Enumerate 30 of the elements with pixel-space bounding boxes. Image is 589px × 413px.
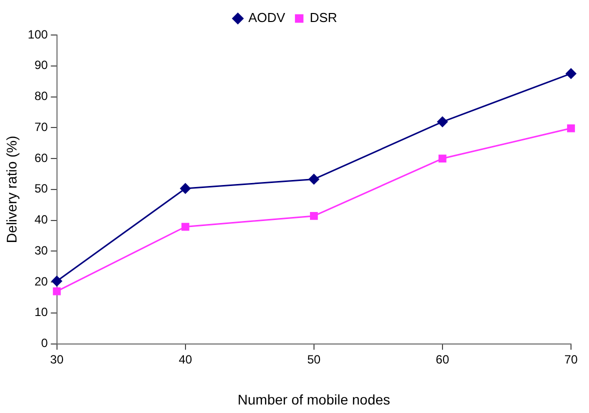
point — [437, 116, 448, 128]
point — [181, 222, 190, 231]
point — [566, 68, 576, 79]
x-tick-label: 30 — [50, 352, 64, 366]
legend-label: AODV — [248, 10, 286, 26]
y-tick-label: 0 — [41, 336, 48, 350]
y-tick-label: 30 — [34, 243, 48, 258]
y-tick-label: 10 — [34, 305, 48, 320]
x-tick-label: 40 — [178, 352, 192, 366]
point — [310, 212, 318, 220]
y-tick-label: 90 — [34, 58, 48, 72]
y-axis-title: Delivery ratio (%) — [3, 136, 20, 244]
y-tick-label: 50 — [34, 182, 48, 196]
y-tick-label: 20 — [34, 274, 48, 288]
point — [308, 174, 320, 184]
y-tick-label: 40 — [34, 212, 48, 227]
point — [567, 124, 575, 132]
x-tick-label: 60 — [436, 352, 450, 366]
point — [52, 287, 61, 296]
point — [52, 276, 62, 286]
y-tick-label: 100 — [28, 27, 48, 42]
x-tick-label: 50 — [307, 352, 321, 366]
point — [180, 183, 191, 194]
x-axis-title: Number of mobile nodes — [238, 391, 390, 408]
legend-label: DSR — [310, 10, 338, 26]
x-tick-label: 70 — [564, 352, 578, 366]
y-tick-label: 80 — [34, 89, 48, 104]
point — [438, 154, 446, 162]
y-tick-label: 60 — [34, 150, 48, 165]
y-tick-label: 70 — [34, 120, 48, 134]
